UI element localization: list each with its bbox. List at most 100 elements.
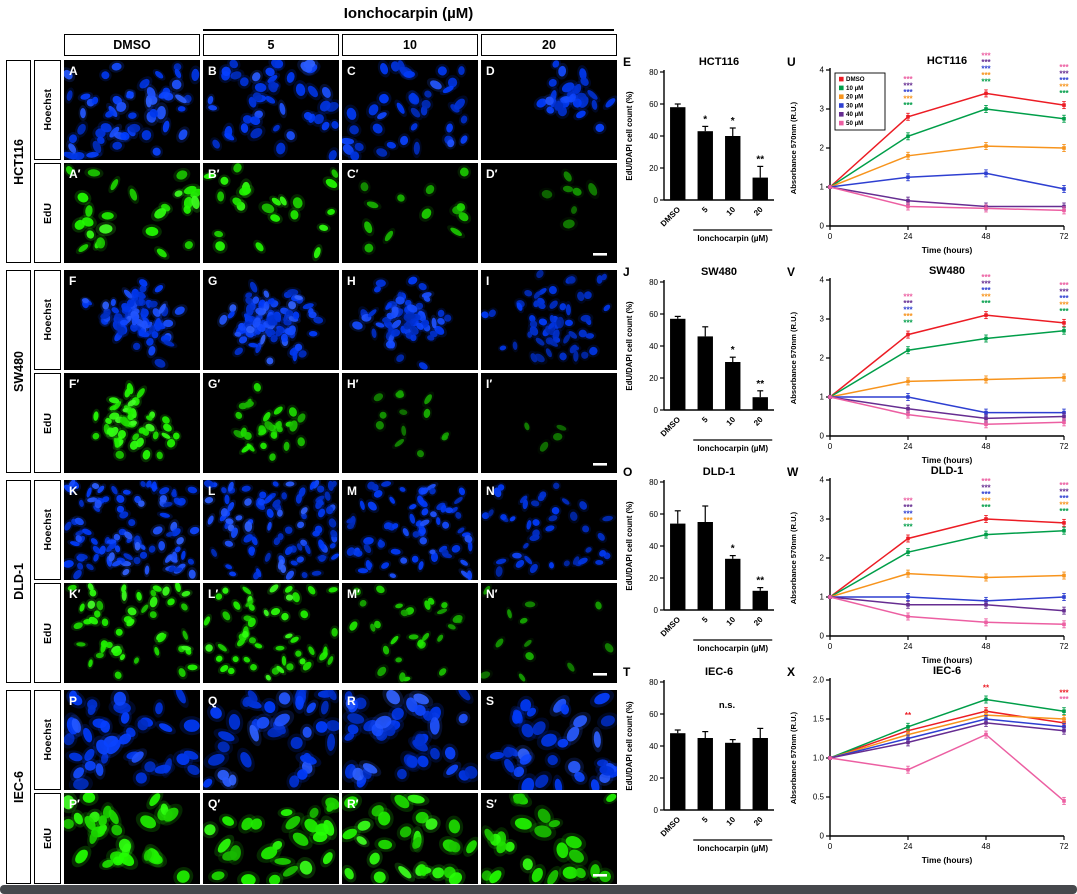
bar-DMSO [670, 523, 686, 610]
legend-entry-label: 50 µM [846, 120, 863, 127]
significance-marker: *** [981, 497, 991, 506]
series-line-DMSO [829, 92, 1065, 188]
x-tick-label: 20 [752, 205, 765, 218]
dose-column-text: 20 [542, 38, 556, 52]
x-tick-label: DMSO [659, 615, 682, 638]
micrograph-panel-letter: A′ [69, 167, 81, 181]
significance-marker: *** [1059, 83, 1069, 92]
micrograph-panel-letter: F [69, 274, 76, 288]
significance-marker: *** [981, 273, 991, 282]
micrograph-panel-K: K [64, 480, 200, 580]
dose-column-text: DMSO [113, 38, 151, 52]
y-tick-label: 20 [649, 774, 658, 783]
panel-letter: V [787, 265, 795, 279]
bar-10 [725, 558, 741, 610]
x-axis-label: Time (hours) [922, 655, 973, 665]
y-tick-label: 2.0 [813, 676, 825, 685]
micrograph-panel-letter: S′ [486, 797, 497, 811]
x-tick-label: 5 [700, 615, 710, 625]
significance-marker: *** [981, 477, 991, 486]
significance-marker: ** [756, 576, 764, 587]
x-tick-label: 20 [752, 615, 765, 628]
significance-marker: ** [756, 379, 764, 390]
significance-marker: *** [981, 52, 991, 60]
micrograph-panel-S′: S′ [481, 793, 617, 884]
x-axis-label: Ionchocarpin (µM) [697, 844, 768, 853]
significance-marker: *** [981, 280, 991, 289]
cell-line-label-DLD-1: DLD-1 [6, 480, 31, 683]
micrograph-panel-letter: B′ [208, 167, 220, 181]
significance-marker: *** [981, 64, 991, 73]
micrograph-panel-letter: F′ [69, 377, 79, 391]
significance-marker: *** [1059, 487, 1069, 496]
significance-marker: *** [903, 497, 913, 506]
micrograph-panel-letter: C′ [347, 167, 359, 181]
micrograph-panel-letter: Q′ [208, 797, 220, 811]
micrograph-panel-letter: H [347, 274, 356, 288]
micrograph-panel-H′: H′ [342, 373, 478, 473]
panel-letter: X [787, 665, 795, 679]
significance-marker: *** [903, 516, 913, 525]
y-tick-label: 0 [654, 196, 659, 205]
micrograph-panel-P′: P′ [64, 793, 200, 884]
micrograph-panel-letter: Q [208, 694, 217, 708]
x-tick-label: 20 [752, 415, 765, 428]
scale-bar [593, 673, 607, 676]
series-line-50 µM [829, 396, 1065, 426]
y-axis-label: Absorbance 570nm (R.U.) [789, 711, 798, 804]
x-tick-label: DMSO [659, 205, 682, 228]
micrograph-panel-P: P [64, 690, 200, 790]
significance-marker: * [731, 544, 735, 555]
panel-letter: W [787, 465, 799, 479]
x-axis-label: Ionchocarpin (µM) [697, 444, 768, 453]
significance-marker: *** [1059, 70, 1069, 79]
significance-marker: *** [981, 503, 991, 512]
micrograph-panel-letter: P′ [69, 797, 80, 811]
significance-marker: *** [1059, 281, 1069, 290]
bar-chart-SW480: J SW480 0 20 40 60 80 EdU/DAPI cell count (%) DM… [623, 265, 774, 453]
micrograph-panel-S: S [481, 690, 617, 790]
y-tick-label: 0.5 [813, 793, 825, 802]
x-tick-label: 48 [982, 842, 991, 851]
significance-marker: *** [903, 101, 913, 110]
chart-title: SW480 [929, 265, 965, 277]
micrograph-panel-letter: D′ [486, 167, 498, 181]
y-tick-label: 2 [820, 354, 825, 363]
series-line-50 µM [829, 596, 1065, 626]
micrograph-panel-letter: K′ [69, 587, 81, 601]
y-tick-label: 80 [649, 68, 658, 77]
x-axis-label: Ionchocarpin (µM) [697, 234, 768, 243]
series-line-40 µM [829, 722, 1065, 759]
y-tick-label: 60 [649, 310, 658, 319]
y-tick-label: 4 [820, 276, 825, 285]
dose-column-text: 10 [403, 38, 417, 52]
micrograph-panel-L: L [203, 480, 339, 580]
treatment-header-label: Ionchocarpin (µM) [343, 5, 474, 22]
x-tick-label: 24 [904, 232, 913, 241]
bar-20 [752, 177, 768, 200]
bar-10 [725, 362, 741, 410]
micrograph-panel-H: H [342, 270, 478, 370]
viewer-scrollbar[interactable] [0, 885, 1077, 894]
y-tick-label: 1.5 [813, 715, 825, 724]
micrograph-panel-letter: G [208, 274, 217, 288]
micrograph-panel-A′: A′ [64, 163, 200, 263]
series-line-30 µM [829, 172, 1065, 190]
micrograph-panel-Q′: Q′ [203, 793, 339, 884]
bar-20 [752, 738, 768, 810]
micrograph-panel-letter: R′ [347, 797, 359, 811]
y-tick-label: 40 [649, 342, 658, 351]
significance-marker: *** [903, 299, 913, 308]
bar-DMSO [670, 733, 686, 810]
y-axis-label: EdU/DAPI cell count (%) [625, 501, 634, 591]
y-axis-label: Absorbance 570nm (R.U.) [789, 511, 798, 604]
micrograph-panel-letter: G′ [208, 377, 220, 391]
micrograph-panel-letter: A [69, 64, 78, 78]
significance-marker: *** [1059, 294, 1069, 303]
micrograph-panel-letter: L [208, 484, 215, 498]
ns-annotation: n.s. [719, 700, 735, 711]
significance-marker: *** [903, 523, 913, 532]
stain-label-EdU: EdU [34, 793, 61, 884]
